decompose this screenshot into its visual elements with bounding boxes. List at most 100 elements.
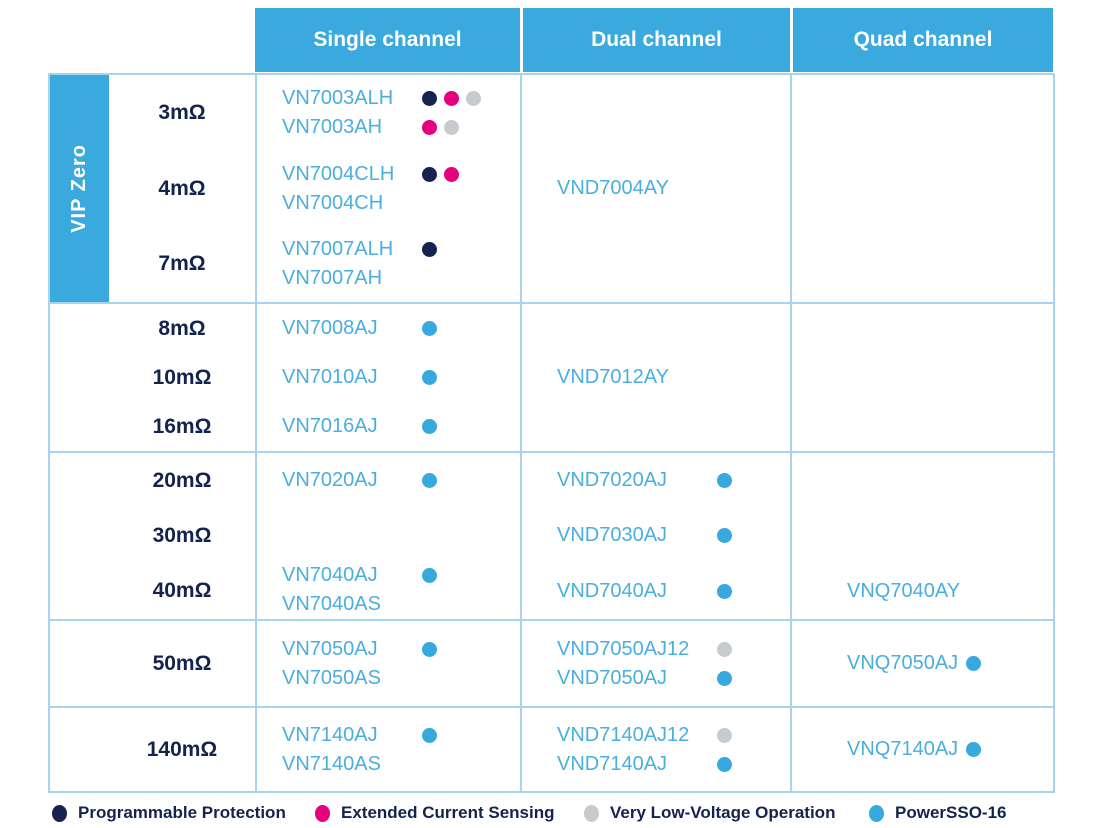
part-number[interactable]: VND7030AJ [557, 524, 668, 547]
powersso-16-dot [422, 370, 437, 385]
part-number[interactable]: VND7050AJ [557, 666, 668, 689]
powersso-16-dot [717, 756, 732, 772]
resistance-slot: 10mΩ [50, 353, 255, 402]
part-number[interactable]: VND7004AY [557, 177, 669, 199]
part-number[interactable]: VN7003AH [282, 115, 383, 138]
very-low-voltage-operation-dot [584, 804, 599, 822]
legend: Programmable Protection Extended Current … [52, 798, 1007, 828]
part-row: VNQ7040AY [847, 577, 1053, 606]
part-number[interactable]: VNQ7050AJ [847, 652, 959, 674]
legend-item-magenta: Extended Current Sensing [315, 803, 584, 823]
part-number[interactable]: VNQ7040AY [847, 579, 961, 602]
powersso-16-dot [422, 321, 437, 336]
resistance-slot: 20mΩ [50, 453, 255, 508]
part-group: VN7040AJ VN7040AS [257, 561, 520, 619]
matrix-section: VIP Zero 3mΩ 4mΩ 7mΩ VN7003ALH VN7003AH VN7004… [50, 75, 1055, 304]
dual-channel-cell: VND7012AY [522, 304, 792, 453]
part-group [257, 507, 520, 561]
resistance-slot: 30mΩ [50, 508, 255, 563]
powersso-16-dot [717, 473, 732, 489]
extended-current-sensing-dot [315, 804, 330, 822]
legend-label: PowerSSO-16 [895, 803, 1007, 822]
programmable-protection-dot [422, 166, 437, 182]
powersso-16-dot [717, 670, 732, 686]
resistance-slot: 3mΩ [50, 75, 255, 151]
part-group: VN7008AJ [257, 304, 520, 353]
dual-channel-cell: VND7004AY [522, 75, 792, 304]
legend-label: Extended Current Sensing [341, 803, 555, 822]
part-row: VN7007ALH [282, 235, 520, 264]
part-group: VN7140AJ VN7140AS [257, 708, 520, 791]
part-number[interactable]: VN7004CH [282, 191, 384, 214]
part-group: VN7003ALH VN7003AH [257, 75, 520, 151]
part-group: VN7020AJ [257, 453, 520, 507]
part-number[interactable]: VNQ7140AJ [847, 738, 959, 760]
part-number[interactable]: VND7040AJ [557, 579, 668, 602]
resistance-label: 30mΩ [152, 523, 212, 547]
part-row: VND7012AY [557, 363, 790, 392]
part-row: VN7004CH [282, 189, 520, 218]
powersso-16-dot [869, 804, 884, 822]
matrix-section: 50mΩ VN7050AJ VN7050AS VND7050AJ12 VND7050AJ… [50, 621, 1055, 708]
extended-current-sensing-dot [422, 119, 437, 135]
matrix-section: 140mΩ VN7140AJ VN7140AS VND7140AJ12 VND7140A… [50, 708, 1055, 793]
programmable-protection-dot [52, 804, 67, 822]
part-number[interactable]: VND7140AJ12 [557, 723, 690, 746]
part-number[interactable]: VN7140AJ [282, 723, 378, 746]
powersso-16-dot [422, 568, 437, 583]
resistance-slot: 4mΩ [50, 151, 255, 227]
part-number[interactable]: VND7012AY [557, 366, 669, 388]
part-row: VN7016AJ [282, 412, 520, 441]
part-number[interactable]: VN7007ALH [282, 238, 394, 261]
part-number[interactable]: VN7040AJ [282, 564, 378, 586]
part-row: VN7050AJ [282, 635, 520, 664]
legend-item-blue: PowerSSO-16 [869, 803, 1007, 823]
part-row: VND7140AJ [557, 750, 790, 779]
very-low-voltage-operation-dot [717, 641, 732, 657]
resistance-label-cell: 50mΩ [50, 621, 257, 708]
programmable-protection-dot [422, 90, 437, 106]
part-row: VND7050AJ [557, 664, 790, 693]
resistance-label: 3mΩ [158, 100, 206, 124]
part-number[interactable]: VN7003ALH [282, 86, 394, 109]
part-number[interactable]: VN7140AS [282, 752, 381, 775]
part-row: VND7040AJ [557, 577, 790, 606]
part-number[interactable]: VN7050AJ [282, 637, 378, 660]
part-row: VND7030AJ [557, 521, 790, 550]
part-group [792, 453, 1053, 508]
dual-channel-cell: VND7020AJ VND7030AJ VND7040AJ [522, 453, 792, 621]
part-number[interactable]: VN7016AJ [282, 415, 378, 437]
resistance-label: 8mΩ [158, 316, 206, 340]
powersso-16-dot [966, 742, 982, 757]
single-channel-cell: VN7003ALH VN7003AH VN7004CLH VN7004CH VN7007… [257, 75, 522, 304]
resistance-label-cell: 8mΩ 10mΩ 16mΩ [50, 304, 257, 453]
matrix-section: 20mΩ 30mΩ 40mΩ VN7020AJ VN7040AJ VN7040AS VND7… [50, 453, 1055, 621]
part-number[interactable]: VN7007AH [282, 267, 383, 290]
part-number[interactable]: VN7040AS [282, 593, 381, 615]
header-single-channel: Single channel [255, 8, 520, 72]
part-number[interactable]: VN7050AS [282, 666, 381, 689]
part-group [792, 75, 1053, 302]
part-group: VND7004AY [522, 75, 790, 302]
vip-zero-label: VIP Zero [68, 144, 90, 233]
part-group: VND7140AJ12 VND7140AJ [522, 708, 790, 791]
part-number[interactable]: VND7050AJ12 [557, 637, 690, 660]
resistance-slot: 40mΩ [50, 564, 255, 619]
part-row: VND7004AY [557, 174, 790, 203]
part-number[interactable]: VN7020AJ [282, 468, 378, 491]
part-group: VND7050AJ12 VND7050AJ [522, 621, 790, 706]
part-group: VND7020AJ [522, 453, 790, 508]
legend-item-gray: Very Low-Voltage Operation [584, 803, 869, 823]
part-number[interactable]: VND7140AJ [557, 752, 668, 775]
part-row: VN7020AJ [282, 466, 520, 495]
resistance-label: 140mΩ [146, 737, 218, 761]
resistance-slot: 8mΩ [50, 304, 255, 353]
header-dual-channel: Dual channel [520, 8, 790, 72]
part-number[interactable]: VN7004CLH [282, 162, 395, 185]
matrix-section: 8mΩ 10mΩ 16mΩ VN7008AJ VN7010AJ VN7016AJ VND70… [50, 304, 1055, 453]
part-number[interactable]: VN7008AJ [282, 317, 378, 339]
part-number[interactable]: VN7010AJ [282, 366, 378, 388]
part-number[interactable]: VND7020AJ [557, 469, 668, 492]
resistance-label: 50mΩ [152, 651, 212, 675]
resistance-slot: 140mΩ [50, 708, 255, 791]
